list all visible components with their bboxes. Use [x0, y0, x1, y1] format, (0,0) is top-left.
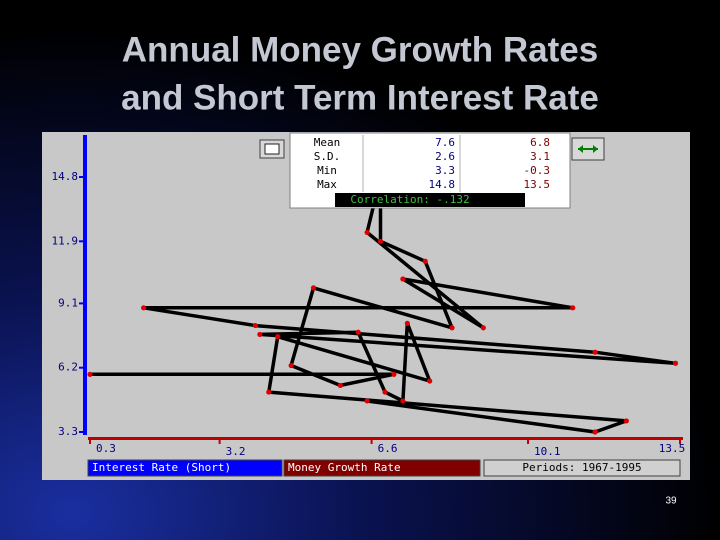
point	[266, 389, 272, 395]
point	[382, 389, 388, 395]
stats-label: Min	[317, 164, 337, 177]
stats-value: 3.1	[530, 150, 550, 163]
point	[87, 371, 93, 377]
y-axis-label: Interest Rate (Short)	[92, 461, 231, 474]
point	[400, 398, 406, 404]
x-tick-label: 0.3	[96, 442, 116, 455]
slide-number: 39	[665, 496, 677, 507]
x-label-box	[283, 459, 481, 477]
x-tick-label: 13.5	[659, 442, 686, 455]
point	[592, 429, 598, 435]
stats-box: Correlation: -.132 Mean 7.6 6.8 S.D. 2.6 3.1 M…	[289, 132, 571, 209]
stats-value: 6.8	[530, 136, 550, 149]
point	[570, 305, 576, 311]
stats-value: 14.8	[429, 178, 456, 191]
y-tick-label: 9.1	[58, 296, 78, 309]
point	[672, 360, 679, 366]
stats-value: 7.6	[435, 136, 455, 149]
toolbar-icon[interactable]	[259, 139, 285, 159]
correlation-bar	[335, 193, 525, 207]
point	[141, 305, 147, 311]
x-axis-label: Money Growth Rate	[288, 461, 401, 474]
y-tick-label: 11.9	[52, 234, 79, 247]
y-tick-label: 3.3	[58, 425, 78, 438]
stats-label: Mean	[314, 136, 341, 149]
point	[480, 325, 486, 331]
point	[355, 329, 361, 335]
point	[623, 418, 629, 424]
point	[252, 322, 258, 329]
point	[592, 349, 598, 355]
point	[364, 229, 370, 236]
point	[337, 382, 343, 389]
point	[404, 320, 410, 326]
stats-value: 13.5	[524, 178, 551, 191]
point	[422, 258, 428, 264]
x-tick-label: 10.1	[534, 445, 561, 458]
series-line	[90, 175, 678, 434]
y-tick-label: 14.8	[52, 170, 79, 183]
point	[310, 285, 317, 291]
stats-value: 3.3	[435, 164, 455, 177]
stats-label: S.D.	[314, 150, 341, 163]
x-tick-label: 6.6	[378, 442, 398, 455]
stats-value: -0.3	[524, 164, 551, 177]
period-box	[483, 459, 681, 477]
stats-label: Max	[317, 178, 337, 191]
y-label-box	[87, 459, 283, 477]
y-tick-label: 6.2	[58, 361, 78, 374]
point	[427, 378, 433, 384]
point	[400, 276, 406, 282]
point	[288, 362, 294, 369]
plot-area	[87, 174, 679, 435]
period: Periods: 1967-1995	[522, 461, 641, 474]
point	[275, 334, 281, 340]
point	[449, 325, 455, 331]
title-line: and Short Term Interest Rate	[121, 78, 599, 117]
stats-value: 2.6	[435, 150, 455, 163]
y-axis-line	[83, 135, 87, 435]
title-line: Annual Money Growth Rates	[122, 30, 598, 69]
point	[257, 331, 263, 338]
x-axis-line	[88, 437, 683, 440]
correlation: Correlation: -.132	[350, 193, 469, 206]
point	[391, 371, 397, 377]
point	[377, 238, 384, 244]
arrow-button[interactable]	[571, 137, 605, 161]
point	[364, 398, 370, 404]
x-tick-label: 3.2	[226, 445, 246, 458]
